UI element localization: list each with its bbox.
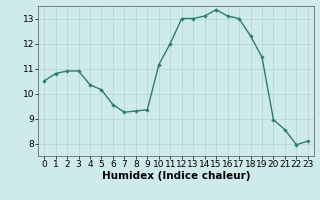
- X-axis label: Humidex (Indice chaleur): Humidex (Indice chaleur): [102, 171, 250, 181]
